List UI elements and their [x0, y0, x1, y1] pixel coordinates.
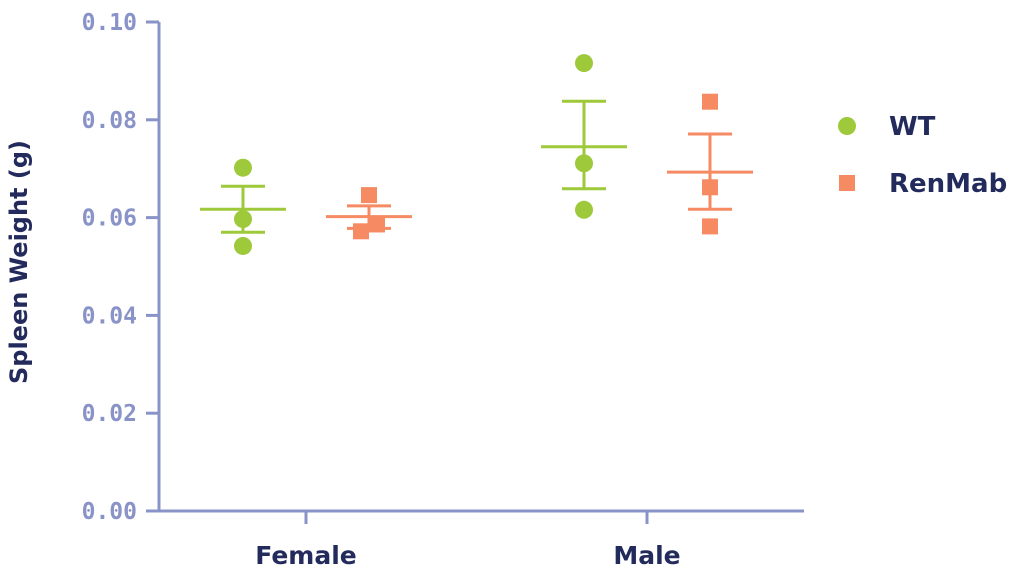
y-tick-label: 0.04 [82, 303, 137, 329]
legend-marker [839, 175, 855, 191]
data-point [575, 54, 593, 73]
x-tick-label: Female [255, 541, 356, 570]
data-point [575, 154, 593, 173]
data-point [702, 218, 718, 235]
data-point [353, 223, 369, 240]
data-point [702, 93, 718, 110]
data-point [575, 200, 593, 219]
y-tick-label: 0.00 [82, 499, 137, 525]
data-point [361, 187, 377, 204]
y-axis-label: Spleen Weight (g) [5, 140, 33, 384]
data-point [234, 236, 252, 255]
data-point [702, 179, 718, 196]
y-tick-label: 0.06 [82, 206, 137, 232]
legend-label: RenMab [889, 169, 1007, 199]
y-tick-label: 0.10 [82, 10, 137, 36]
legend-marker [838, 117, 856, 135]
data-point [234, 210, 252, 229]
y-tick-label: 0.02 [82, 401, 137, 427]
data-point [369, 216, 385, 233]
y-tick-label: 0.08 [82, 108, 137, 134]
legend-label: WT [889, 112, 936, 142]
data-point [234, 158, 252, 177]
x-tick-label: Male [613, 541, 680, 570]
